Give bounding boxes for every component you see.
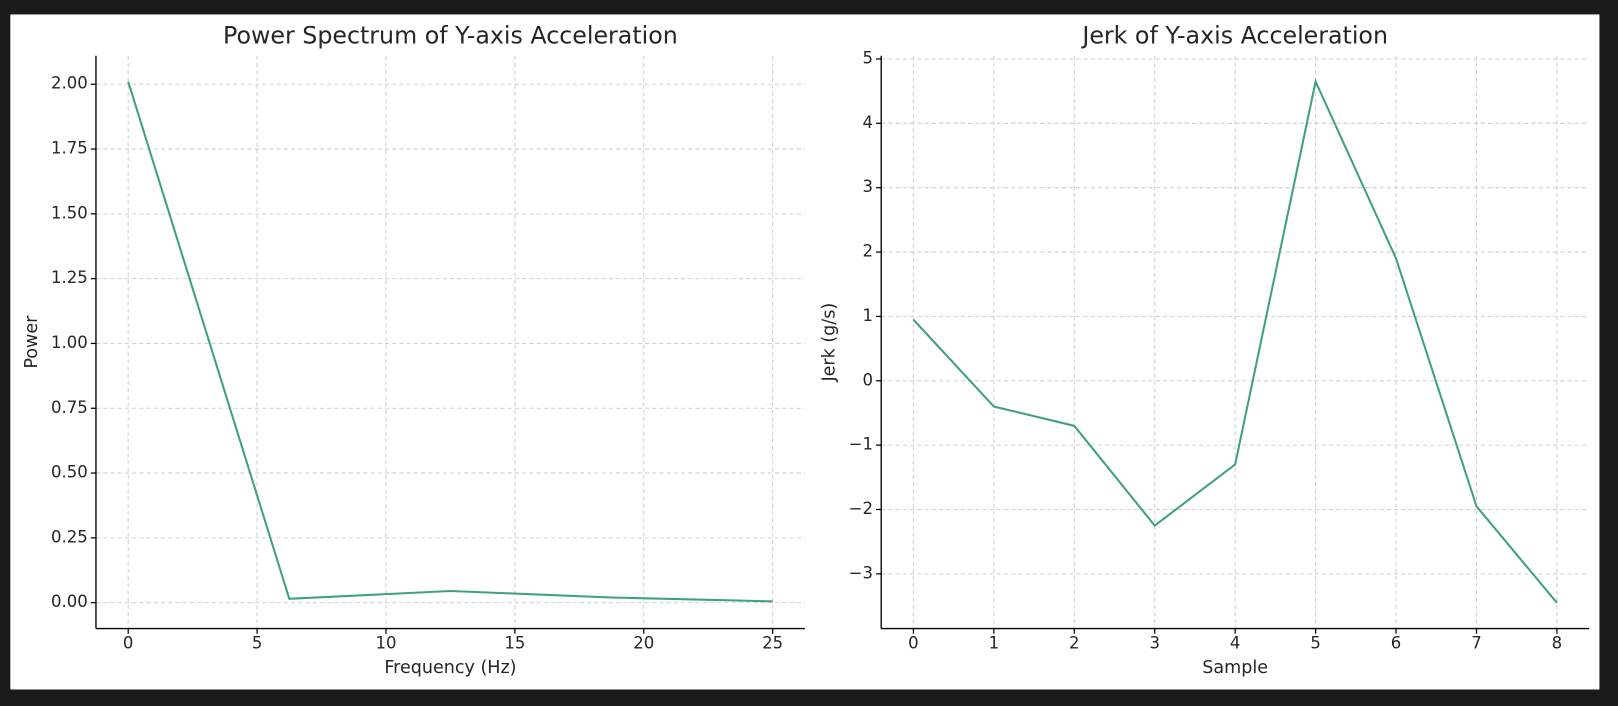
x-axis-label: Frequency (Hz) — [384, 658, 516, 678]
y-tick-label: −3 — [849, 563, 873, 582]
x-tick-label: 5 — [1310, 634, 1320, 653]
y-tick-label: 3 — [862, 177, 872, 196]
y-tick-label: 5 — [862, 48, 872, 67]
x-tick-label: 1 — [989, 634, 999, 653]
y-tick-label: 0.25 — [51, 527, 88, 546]
x-axis-label: Sample — [1202, 658, 1268, 678]
x-tick-label: 7 — [1471, 634, 1481, 653]
x-tick-label: 15 — [504, 634, 525, 653]
x-tick-label: 20 — [633, 634, 654, 653]
x-tick-label: 10 — [375, 634, 396, 653]
chart-title: Jerk of Y-axis Acceleration — [1080, 22, 1388, 50]
x-tick-label: 4 — [1230, 634, 1240, 653]
y-tick-label: 1.75 — [51, 139, 88, 158]
x-tick-label: 3 — [1149, 634, 1159, 653]
y-tick-label: 0 — [862, 370, 872, 389]
x-tick-label: 6 — [1391, 634, 1401, 653]
chart-title: Power Spectrum of Y-axis Acceleration — [223, 22, 678, 50]
y-tick-label: 0.00 — [51, 592, 88, 611]
y-tick-label: −2 — [849, 499, 873, 518]
y-tick-label: 4 — [862, 113, 872, 132]
y-tick-label: 0.50 — [51, 463, 88, 482]
y-tick-label: 0.75 — [51, 398, 88, 417]
y-tick-label: 2 — [862, 242, 872, 261]
y-axis-label: Jerk (g/s) — [820, 303, 840, 383]
y-tick-label: 1.00 — [51, 333, 88, 352]
x-tick-label: 0 — [123, 634, 133, 653]
y-tick-label: 1.25 — [51, 268, 88, 287]
y-tick-label: 1.50 — [51, 203, 88, 222]
figure-background — [10, 14, 1600, 690]
x-tick-label: 8 — [1552, 634, 1562, 653]
data-line — [912, 78, 1558, 604]
y-axis-label: Power — [22, 315, 42, 369]
x-tick-label: 25 — [762, 634, 783, 653]
y-tick-label: −1 — [849, 435, 873, 454]
x-tick-label: 0 — [908, 634, 918, 653]
x-tick-label: 2 — [1069, 634, 1079, 653]
y-tick-label: 2.00 — [51, 74, 88, 93]
x-tick-label: 5 — [252, 634, 262, 653]
y-tick-label: 1 — [862, 306, 872, 325]
data-line — [127, 81, 773, 603]
